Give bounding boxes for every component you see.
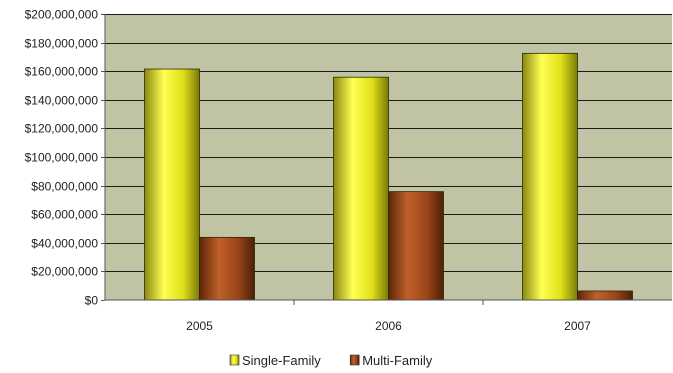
- legend: Single-Family Multi-Family: [229, 353, 433, 368]
- y-tick-label: $140,000,000: [25, 94, 99, 108]
- legend-swatch-multi-family: [349, 354, 360, 366]
- y-tick-label: $160,000,000: [25, 65, 99, 79]
- y-tick-label: $80,000,000: [31, 180, 98, 194]
- x-tick-label: 2005: [186, 319, 213, 333]
- x-tick-label: 2006: [375, 319, 402, 333]
- bars: [144, 52, 633, 305]
- x-tick-label: 2007: [564, 319, 591, 333]
- y-tick-label: $120,000,000: [25, 122, 99, 136]
- legend-swatch-single-family: [229, 354, 240, 366]
- bar-multi-family-2007: [577, 290, 633, 301]
- bar-multi-family-2005: [199, 236, 255, 301]
- y-tick-label: $180,000,000: [25, 37, 99, 51]
- legend-label: Single-Family: [242, 353, 321, 368]
- legend-label: Multi-Family: [362, 353, 433, 368]
- y-tick-label: $60,000,000: [31, 208, 98, 222]
- y-tick-label: $100,000,000: [25, 151, 99, 165]
- bar-single-family-2005: [144, 68, 200, 301]
- y-tick-label: $200,000,000: [25, 8, 99, 22]
- x-tick-labels: 2005 2006 2007: [186, 319, 591, 333]
- bar-single-family-2006: [333, 76, 389, 301]
- bar-single-family-2007: [522, 52, 578, 301]
- bar-multi-family-2006: [388, 191, 444, 301]
- y-tick-label: $0: [85, 294, 99, 308]
- y-tick-label: $20,000,000: [31, 265, 98, 279]
- y-tick-labels: $0 $20,000,000 $40,000,000 $60,000,000 $80,0…: [25, 8, 99, 308]
- axes: [104, 14, 672, 301]
- y-tick-label: $40,000,000: [31, 237, 98, 251]
